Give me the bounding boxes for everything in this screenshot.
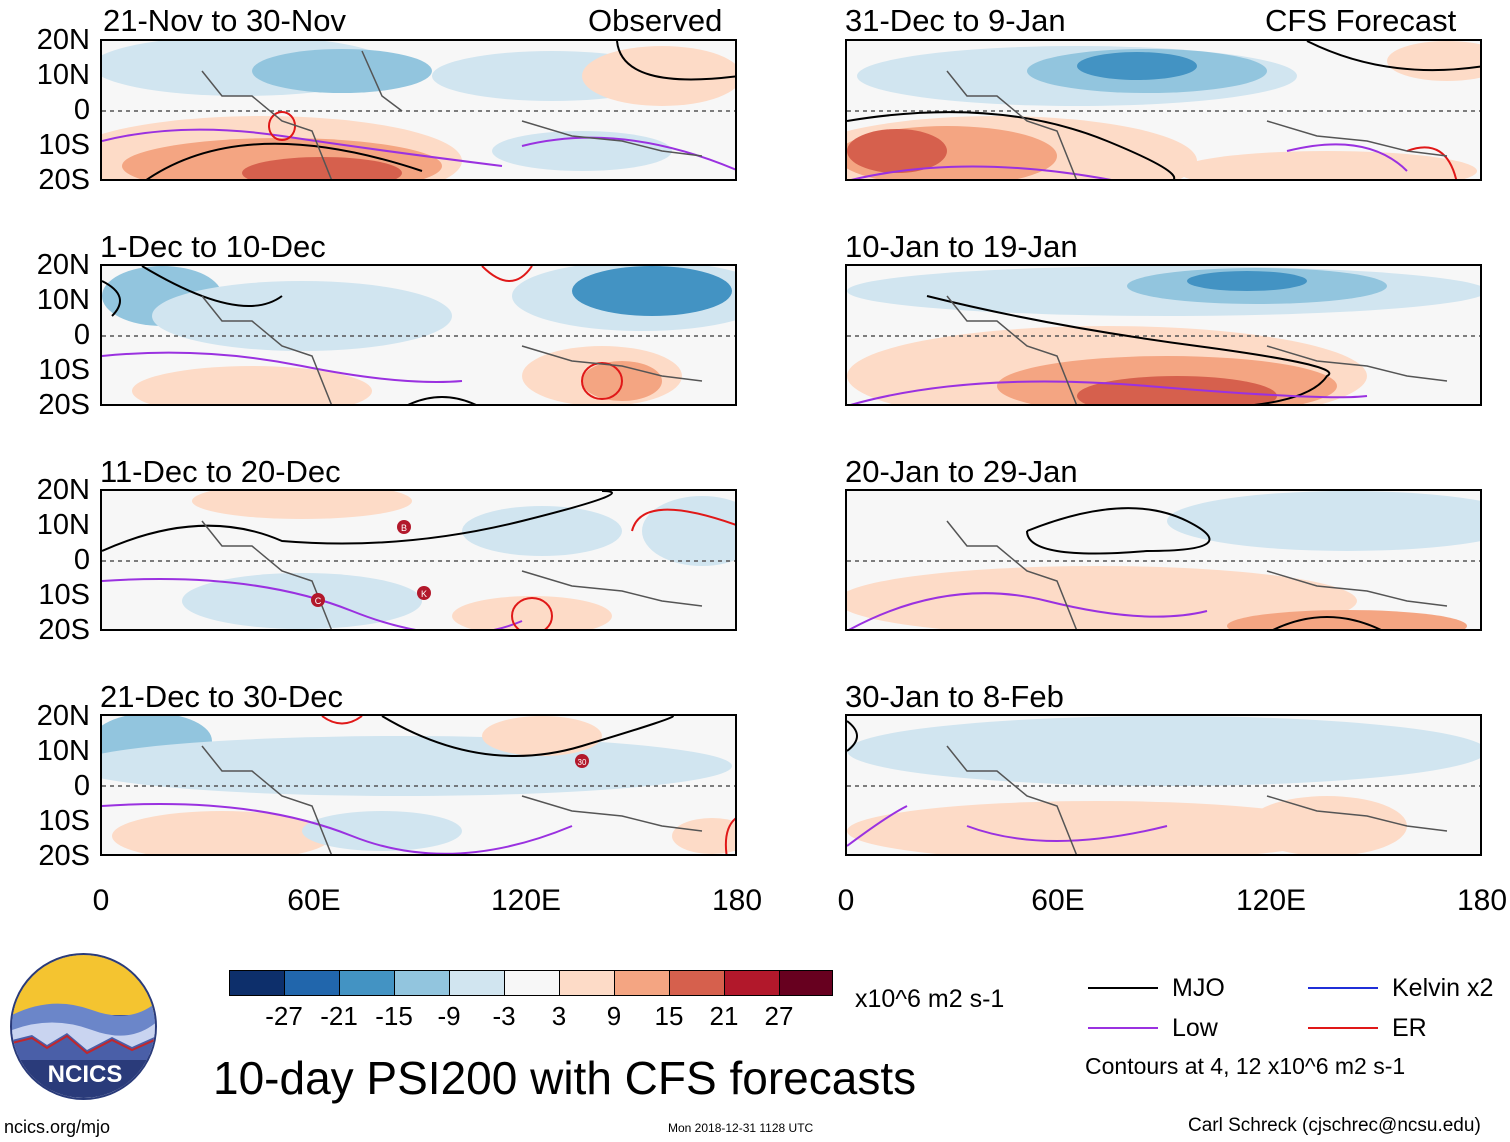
colorbar-units: x10^6 m2 s-1 (855, 985, 1005, 1013)
panel-title-fc-1: 31-Dec to 9-Jan (845, 3, 1066, 38)
main-title: 10-day PSI200 with CFS forecasts (213, 1052, 917, 1104)
lat-tick: 20S (38, 164, 90, 196)
colorbar-label: -27 (265, 1001, 303, 1031)
colorbar-label: -15 (375, 1001, 413, 1031)
lon-tick: 60E (287, 884, 341, 917)
map-panel-fc-3 (845, 489, 1482, 631)
lat-tick: 20N (36, 700, 90, 732)
map-panel-obs-2 (100, 264, 737, 406)
lat-tick: 10N (36, 59, 90, 91)
lat-tick: 0 (73, 319, 90, 351)
legend-swatch-kelvin (1308, 987, 1378, 989)
lon-tick: 180 (1456, 884, 1508, 917)
storm-marker-label: 30 (578, 758, 587, 767)
lon-tick: 0 (837, 884, 855, 917)
colorbar-swatch (614, 970, 670, 996)
storm-marker-label: B (401, 523, 407, 533)
colorbar-swatch (504, 970, 560, 996)
colorbar-swatch (724, 970, 780, 996)
colorbar-label: -21 (320, 1001, 358, 1031)
lon-tick: 60E (1031, 884, 1085, 917)
lat-tick: 10S (38, 129, 90, 161)
colorbar-label: -3 (492, 1001, 516, 1031)
panel-title-obs-1: 21-Nov to 30-Nov (103, 3, 346, 38)
panel-title-obs-2: 1-Dec to 10-Dec (100, 229, 326, 264)
panel-title-fc-2: 10-Jan to 19-Jan (845, 229, 1078, 264)
colorbar-swatch (669, 970, 725, 996)
lat-tick: 20N (36, 24, 90, 56)
map-panel-fc-4 (845, 714, 1482, 856)
colorbar-swatch (229, 970, 285, 996)
lat-tick: 10N (36, 509, 90, 541)
colorbar-swatch (394, 970, 450, 996)
lon-tick: 120E (490, 884, 562, 917)
legend-swatch-low (1088, 1027, 1158, 1029)
lat-tick: 0 (73, 770, 90, 802)
colorbar-swatch (449, 970, 505, 996)
footer-author: Carl Schreck (cjschrec@ncsu.edu) (1188, 1115, 1481, 1136)
lat-tick: 20N (36, 249, 90, 281)
lat-tick: 10N (36, 735, 90, 767)
contour-note: Contours at 4, 12 x10^6 m2 s-1 (1085, 1053, 1406, 1079)
colorbar-label: 21 (709, 1001, 739, 1031)
legend-swatch-mjo (1088, 987, 1158, 989)
forecast-label: CFS Forecast (1265, 3, 1457, 38)
footer-timestamp: Mon 2018-12-31 1128 UTC (668, 1121, 814, 1135)
ncics-logo[interactable]: NCICS (10, 953, 157, 1100)
colorbar-swatch (339, 970, 395, 996)
lat-tick: 10N (36, 284, 90, 316)
lat-tick: 20S (38, 389, 90, 421)
legend-label-mjo: MJO (1172, 974, 1225, 1002)
logo-text: NCICS (48, 1061, 123, 1088)
footer-url[interactable]: ncics.org/mjo (4, 1117, 111, 1137)
colorbar-label: 9 (606, 1001, 622, 1031)
storm-marker-label: K (421, 589, 427, 599)
lat-tick: 0 (73, 94, 90, 126)
map-panel-obs-1 (100, 39, 737, 181)
colorbar-swatch (284, 970, 340, 996)
legend-label-low: Low (1172, 1014, 1218, 1042)
lon-tick: 0 (92, 884, 110, 917)
legend-label-er: ER (1392, 1014, 1427, 1042)
colorbar-swatch (559, 970, 615, 996)
colorbar-label: 15 (654, 1001, 684, 1031)
legend-swatch-er (1308, 1027, 1378, 1029)
panel-title-fc-4: 30-Jan to 8-Feb (845, 679, 1064, 714)
panel-title-fc-3: 20-Jan to 29-Jan (845, 454, 1078, 489)
panel-title-obs-3: 11-Dec to 20-Dec (100, 454, 341, 489)
lat-tick: 20S (38, 840, 90, 872)
map-panel-obs-3: B C K (100, 489, 737, 631)
panel-title-obs-4: 21-Dec to 30-Dec (100, 679, 343, 714)
lat-tick: 20N (36, 474, 90, 506)
storm-marker-label: C (315, 596, 322, 606)
colorbar-swatch (779, 970, 833, 996)
lat-tick: 10S (38, 805, 90, 837)
map-panel-fc-1 (845, 39, 1482, 181)
storm-marker-b: B (397, 520, 411, 534)
legend-label-kelvin: Kelvin x2 (1392, 974, 1494, 1002)
storm-marker-k: K (417, 586, 431, 600)
lon-tick: 180 (711, 884, 763, 917)
storm-marker-c: C (311, 593, 325, 607)
map-panel-obs-4: 30 (100, 714, 737, 856)
lat-tick: 20S (38, 614, 90, 646)
colorbar-label: 3 (551, 1001, 567, 1031)
lat-tick: 10S (38, 579, 90, 611)
lat-tick: 0 (73, 544, 90, 576)
colorbar-label: -9 (437, 1001, 461, 1031)
storm-marker-30: 30 (575, 754, 589, 768)
lat-tick: 10S (38, 354, 90, 386)
observed-label: Observed (588, 3, 723, 38)
map-panel-fc-2 (845, 264, 1482, 406)
colorbar-label: 27 (764, 1001, 794, 1031)
lon-tick: 120E (1235, 884, 1307, 917)
